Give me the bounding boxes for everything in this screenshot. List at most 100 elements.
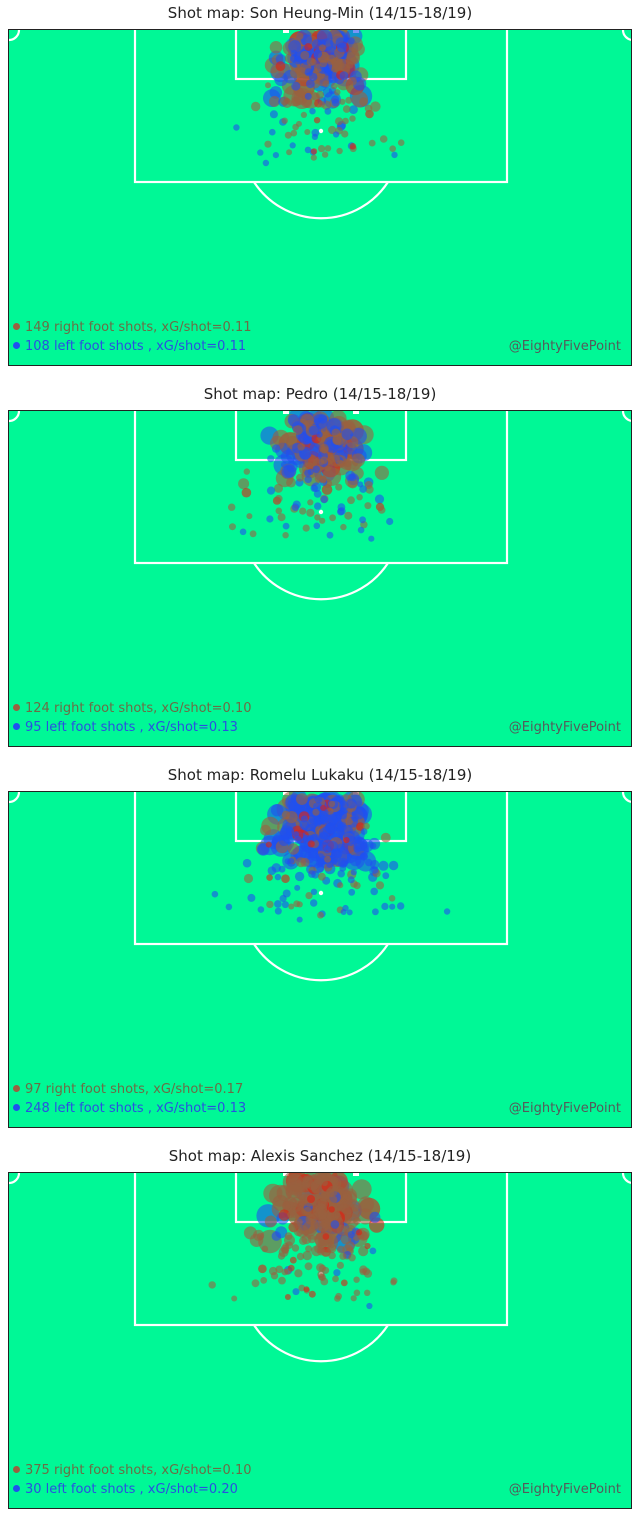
shot-right-foot	[335, 483, 343, 491]
shot-right-foot	[312, 808, 320, 816]
shot-right-foot	[300, 111, 307, 118]
shot-left-foot	[247, 893, 256, 902]
shot-left-foot	[296, 916, 303, 923]
shot-right-foot	[322, 1233, 330, 1240]
shot-right-foot	[397, 139, 405, 146]
shot-right-foot	[317, 1245, 325, 1254]
shot-right-foot	[310, 58, 317, 66]
shot-left-foot	[391, 151, 398, 159]
shot-right-foot	[293, 1226, 304, 1237]
shot-right-foot	[299, 1236, 308, 1245]
shot-left-foot	[314, 502, 322, 510]
shot-left-foot	[313, 490, 322, 498]
shot-right-foot	[264, 1215, 277, 1228]
legend-right-foot: 97 right foot shots, xG/shot=0.17	[13, 1082, 243, 1097]
shot-right-foot	[353, 1276, 360, 1283]
penalty-area	[133, 411, 509, 565]
pitch-svg	[9, 411, 631, 746]
shot-right-foot	[304, 43, 313, 51]
shot-right-foot	[359, 1268, 367, 1276]
shot-left-foot	[309, 108, 316, 115]
shot-left-foot	[333, 1269, 341, 1277]
shot-right-foot	[334, 1295, 341, 1302]
shot-left-foot	[360, 852, 368, 861]
corner-arc-right	[621, 1173, 631, 1184]
shot-right-foot	[296, 793, 308, 805]
shot-right-foot	[342, 105, 351, 113]
pitch: 375 right foot shots, xG/shot=0.10 30 le…	[8, 1172, 632, 1509]
shot-left-foot	[339, 864, 347, 872]
shot-right-foot	[380, 832, 391, 843]
shot-right-foot	[294, 1179, 302, 1187]
shot-right-foot	[317, 1198, 328, 1209]
shot-left-foot	[266, 515, 274, 523]
shot-right-foot	[348, 77, 357, 86]
shot-right-foot	[300, 50, 310, 60]
shot-left-foot	[239, 528, 247, 536]
chart-title: Shot map: Alexis Sanchez (14/15-18/19)	[168, 1147, 472, 1165]
shot-left-foot	[304, 92, 312, 100]
shot-left-foot	[313, 522, 321, 530]
shot-left-foot	[279, 894, 287, 903]
shot-right-foot	[278, 1276, 286, 1285]
shot-right-foot	[241, 487, 252, 498]
shot-right-foot	[319, 1193, 328, 1202]
shot-right-foot	[326, 54, 337, 65]
shot-right-foot	[343, 458, 352, 467]
legend-left-label: 108 left foot shots , xG/shot=0.11	[25, 339, 247, 354]
chart-title: Shot map: Pedro (14/15-18/19)	[203, 385, 437, 403]
shot-right-foot	[287, 843, 300, 855]
goal-post-right	[353, 411, 359, 414]
shot-left-foot	[310, 888, 318, 895]
shot-right-foot	[299, 1199, 308, 1207]
right-foot-marker-icon	[13, 1466, 20, 1473]
shot-right-foot	[390, 1279, 397, 1286]
shot-right-foot	[291, 96, 301, 107]
legend-right-foot: 124 right foot shots, xG/shot=0.10	[13, 701, 251, 716]
shot-right-foot	[348, 1254, 356, 1262]
shot-right-foot	[347, 478, 358, 489]
shot-right-foot	[327, 1241, 335, 1249]
shot-right-foot	[355, 1229, 363, 1236]
corner-arc-left	[9, 30, 21, 42]
shot-right-foot	[342, 1188, 357, 1203]
shot-left-foot	[349, 854, 362, 867]
shot-left-foot	[348, 888, 356, 896]
shot-right-foot	[281, 874, 290, 883]
shot-left-foot	[353, 835, 362, 844]
credit: @EightyFivePoint	[508, 1101, 621, 1116]
shot-right-foot	[359, 97, 368, 107]
shot-left-foot	[274, 900, 282, 908]
shot-left-foot	[313, 817, 323, 827]
shot-left-foot	[292, 1288, 300, 1296]
shot-left-foot	[337, 869, 346, 878]
shot-left-foot	[299, 820, 310, 831]
shot-right-foot	[256, 1232, 264, 1240]
shot-right-foot	[297, 1184, 306, 1193]
shot-right-foot	[320, 804, 327, 811]
shot-right-foot	[299, 507, 307, 515]
credit: @EightyFivePoint	[508, 339, 621, 354]
shot-left-foot	[304, 146, 312, 154]
legend-left-label: 30 left foot shots , xG/shot=0.20	[25, 1482, 238, 1497]
shot-right-foot	[315, 1232, 324, 1241]
shot-right-foot	[336, 459, 344, 467]
shot-left-foot	[346, 798, 357, 809]
shot-left-foot	[282, 522, 290, 530]
shot-right-foot	[328, 1251, 336, 1260]
shot-left-foot	[274, 907, 282, 915]
shot-right-foot	[353, 1217, 361, 1225]
shot-left-foot	[312, 465, 320, 473]
shot-right-foot	[289, 1256, 297, 1264]
goal-post-right	[353, 1173, 359, 1176]
shot-right-foot	[293, 425, 303, 435]
pitch: 124 right foot shots, xG/shot=0.10 95 le…	[8, 410, 632, 747]
right-foot-marker-icon	[13, 1085, 20, 1092]
shot-right-foot	[277, 1252, 286, 1260]
shot-right-foot	[357, 1208, 374, 1225]
shot-right-foot	[317, 1209, 328, 1220]
shot-right-foot	[336, 1261, 344, 1269]
shot-right-foot	[281, 117, 288, 124]
shot-right-foot	[322, 1266, 330, 1274]
chart-title: Shot map: Son Heung-Min (14/15-18/19)	[167, 4, 473, 22]
